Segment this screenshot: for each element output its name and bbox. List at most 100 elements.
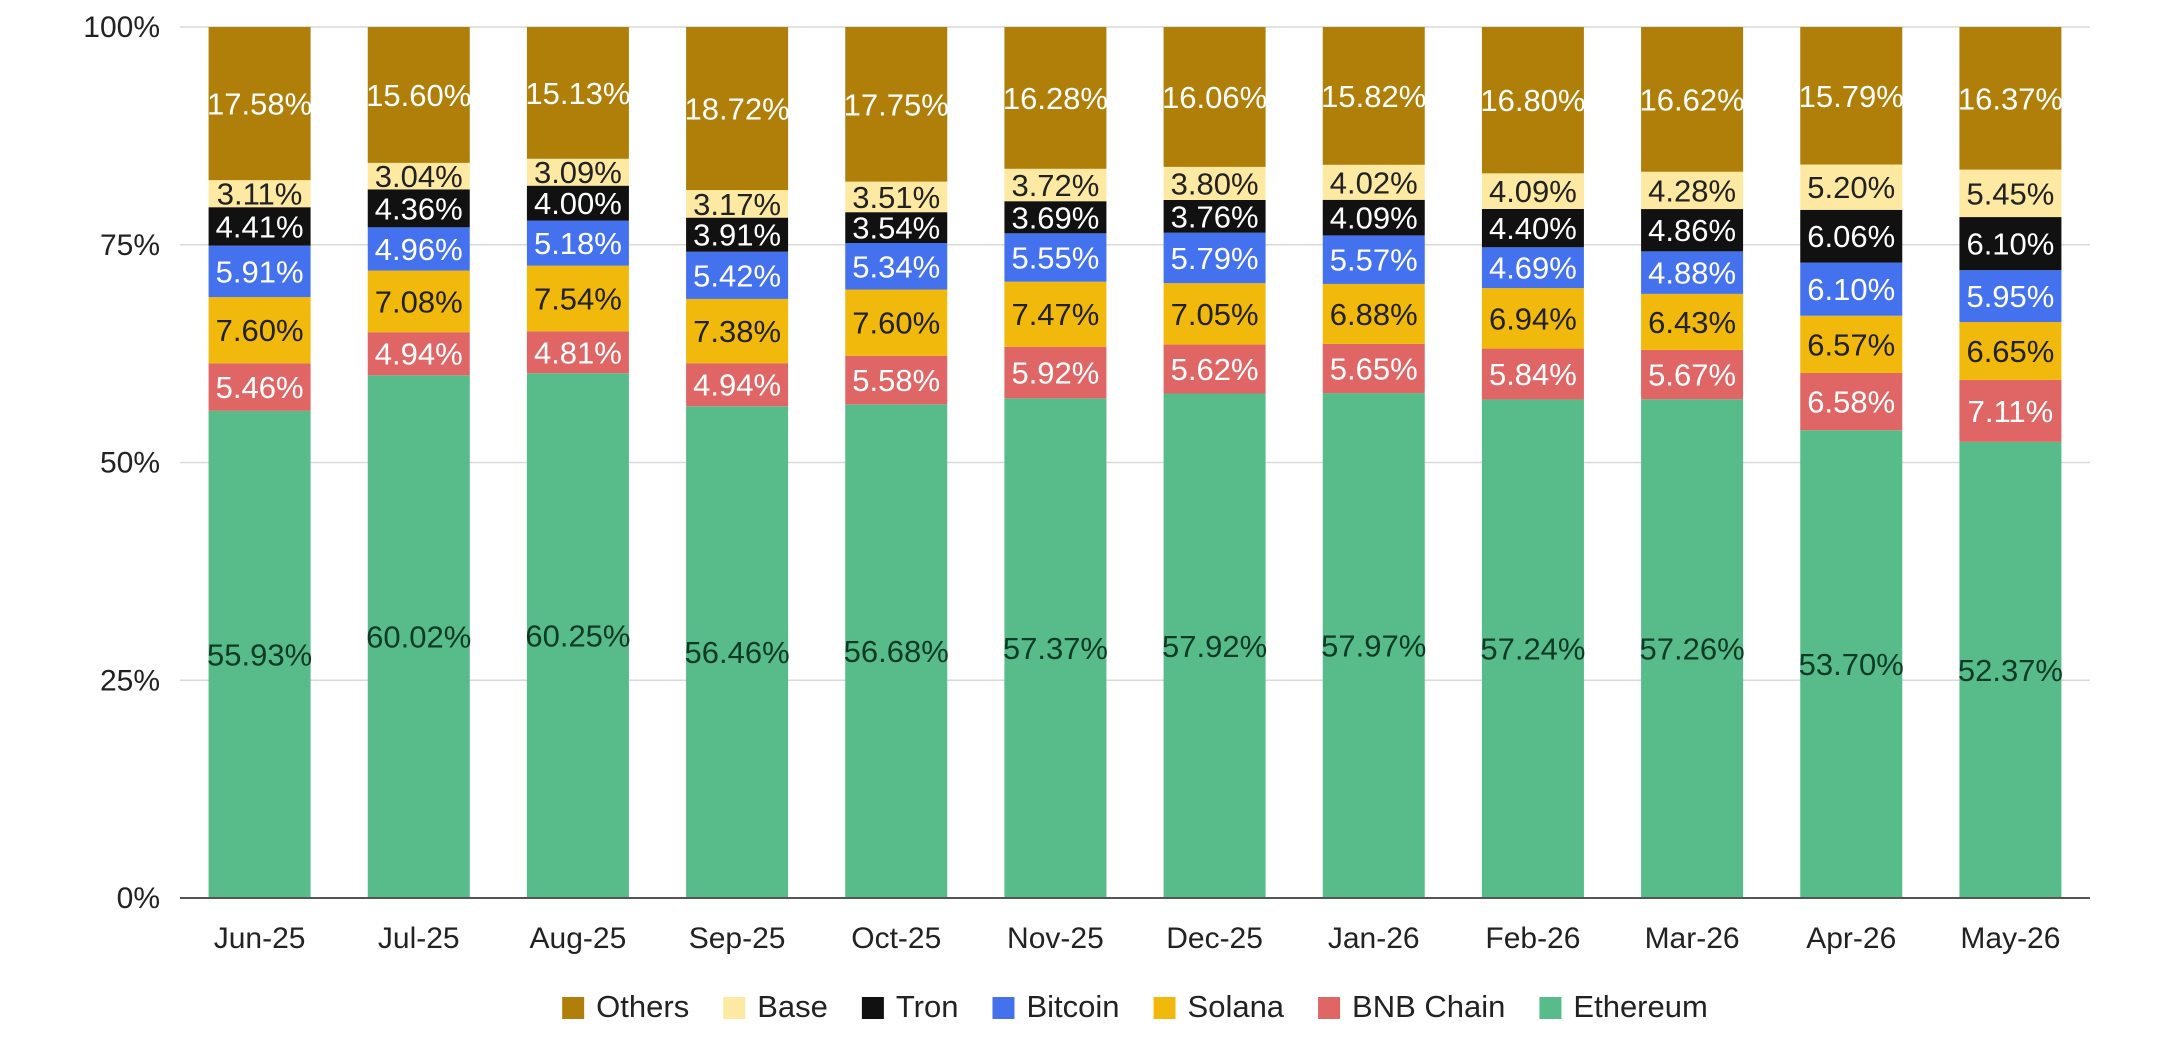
bar-segment-solana <box>845 289 948 356</box>
gridlines <box>180 26 2090 681</box>
bar-segment-solana <box>1800 315 1903 373</box>
data-label-others: 17.75% <box>844 87 949 122</box>
data-label-others: 15.82% <box>1321 79 1426 114</box>
bar-segment-others <box>1959 27 2062 170</box>
legend-swatch-bitcoin <box>992 997 1015 1019</box>
bar-segment-bitcoin <box>1959 270 2062 323</box>
x-tick-label: Jun-25 <box>214 922 306 955</box>
bar-segment-others <box>1163 27 1266 167</box>
bar-segment-base <box>686 190 789 218</box>
x-tick-label: Mar-26 <box>1645 922 1740 955</box>
x-tick-label: Jul-25 <box>378 922 460 955</box>
legend-label-ethereum: Ethereum <box>1573 989 1707 1024</box>
bar-segment-bnb-chain <box>686 363 789 407</box>
bar-segment-bitcoin <box>367 227 470 271</box>
bar-segment-tron <box>1641 209 1744 252</box>
bar-segment-ethereum <box>1163 393 1266 898</box>
data-label-solana: 7.38% <box>693 314 781 349</box>
y-tick-label: 100% <box>83 11 160 44</box>
bar-segment-bnb-chain <box>526 331 629 374</box>
bar-segment-ethereum <box>526 373 629 898</box>
data-label-base: 3.72% <box>1011 168 1099 203</box>
x-tick-label: Nov-25 <box>1007 922 1104 955</box>
legend-swatch-solana <box>1153 997 1176 1019</box>
data-label-others: 16.80% <box>1480 83 1585 118</box>
x-tick-label: May-26 <box>1960 922 2060 955</box>
bar-segment-bitcoin <box>1163 232 1266 284</box>
data-label-solana: 7.05% <box>1171 297 1259 332</box>
x-tick-label: Oct-25 <box>851 922 941 955</box>
data-label-bnb-chain: 5.46% <box>216 370 304 405</box>
bar-segment-solana <box>686 298 789 364</box>
bar-segment-others <box>208 27 311 181</box>
bar-segment-base <box>1322 164 1425 200</box>
data-label-tron: 4.41% <box>216 209 304 244</box>
data-label-ethereum: 52.37% <box>1958 653 2063 688</box>
data-label-bitcoin: 4.69% <box>1489 251 1577 286</box>
data-label-tron: 3.69% <box>1011 200 1099 235</box>
bar-segment-others <box>367 27 470 163</box>
bar-segment-base <box>1641 171 1744 210</box>
bar-segment-solana <box>1322 283 1425 344</box>
x-tick-label: Dec-25 <box>1166 922 1263 955</box>
data-label-base: 4.02% <box>1330 165 1418 200</box>
y-tick-label: 0% <box>117 882 160 915</box>
bar-segment-bitcoin <box>1322 235 1425 284</box>
data-label-base: 3.51% <box>852 180 940 215</box>
bar-segment-bnb-chain <box>208 363 311 411</box>
data-label-others: 15.60% <box>366 78 471 113</box>
data-label-others: 16.06% <box>1162 80 1267 115</box>
legend-label-tron: Tron <box>896 989 959 1024</box>
data-label-solana: 6.65% <box>1966 334 2054 369</box>
data-label-bitcoin: 5.18% <box>534 226 622 261</box>
bar-segment-others <box>526 27 629 159</box>
bar-segment-bnb-chain <box>1481 348 1584 400</box>
x-tick-label: Feb-26 <box>1485 922 1580 955</box>
bar-segment-others <box>845 27 948 182</box>
legend-label-solana: Solana <box>1188 989 1285 1024</box>
data-label-bitcoin: 5.57% <box>1330 243 1418 278</box>
bar-segment-bitcoin <box>686 251 789 299</box>
y-tick-label: 25% <box>100 664 160 697</box>
data-label-tron: 4.09% <box>1330 201 1418 236</box>
data-label-ethereum: 57.92% <box>1162 629 1267 664</box>
data-label-solana: 7.54% <box>534 281 622 316</box>
bar-segment-ethereum <box>208 410 311 898</box>
legend-item-bnb-chain: BNB Chain <box>1318 989 1505 1024</box>
data-label-base: 5.45% <box>1966 176 2054 211</box>
legend-swatch-ethereum <box>1539 997 1562 1019</box>
bar-segment-tron <box>1481 208 1584 248</box>
data-label-others: 15.79% <box>1799 79 1904 114</box>
legend-label-bnb-chain: BNB Chain <box>1352 989 1505 1024</box>
bar-segment-others <box>1322 27 1425 165</box>
data-label-ethereum: 57.26% <box>1640 632 1745 667</box>
data-label-bitcoin: 5.34% <box>852 249 940 284</box>
data-label-tron: 3.91% <box>693 218 781 253</box>
bar-segment-bitcoin <box>1641 251 1744 294</box>
legend-label-bitcoin: Bitcoin <box>1026 989 1119 1024</box>
bar-segment-tron <box>1959 217 2062 271</box>
data-label-tron: 6.10% <box>1966 227 2054 262</box>
legend-swatch-base <box>723 997 746 1019</box>
data-label-ethereum: 56.68% <box>844 634 949 669</box>
data-label-tron: 3.54% <box>852 211 940 246</box>
bar-segment-bitcoin <box>208 245 311 298</box>
bar-segment-ethereum <box>686 406 789 898</box>
legend-item-solana: Solana <box>1153 989 1285 1024</box>
data-label-ethereum: 57.37% <box>1003 631 1108 666</box>
bar-segment-base <box>1481 173 1584 209</box>
bar-segment-ethereum <box>367 375 470 898</box>
data-label-base: 3.80% <box>1171 166 1259 201</box>
bar-segment-tron <box>526 185 629 221</box>
bar-segment-tron <box>1004 201 1107 234</box>
bar-segment-tron <box>1322 199 1425 236</box>
data-label-bitcoin: 4.96% <box>375 232 463 267</box>
legend-item-ethereum: Ethereum <box>1539 989 1708 1024</box>
data-label-base: 4.09% <box>1489 174 1577 209</box>
bar-segment-ethereum <box>1959 441 2062 898</box>
data-label-tron: 4.40% <box>1489 211 1577 246</box>
bar-segment-others <box>686 27 789 191</box>
data-label-solana: 6.57% <box>1807 327 1895 362</box>
bar-segment-bnb-chain <box>1800 372 1903 431</box>
data-label-ethereum: 57.97% <box>1321 629 1426 664</box>
